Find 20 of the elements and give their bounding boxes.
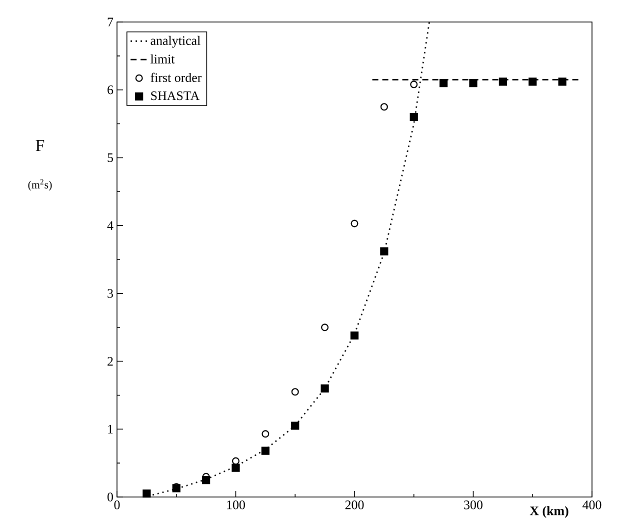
text: (m$^{2}$s) bbox=[28, 179, 52, 191]
x-tick-label: 0 bbox=[114, 500, 120, 510]
y-tick-label: 1 bbox=[108, 424, 113, 434]
legend-label: SHASTA bbox=[151, 91, 200, 100]
legend-label: limit bbox=[150, 54, 175, 64]
legend-label: analytical bbox=[150, 36, 200, 48]
y-axis-title: F bbox=[36, 140, 44, 152]
y-tick-label: 5 bbox=[108, 153, 113, 162]
x-tick-label: 300 bbox=[464, 500, 482, 510]
y-tick-label: 3 bbox=[108, 289, 113, 298]
x-tick-label: 100 bbox=[227, 500, 245, 510]
x-axis-title: X (km) bbox=[530, 506, 568, 518]
x-tick-label: 200 bbox=[345, 500, 364, 510]
x-tick-label: 400 bbox=[582, 500, 602, 510]
y-tick-label: 7 bbox=[108, 18, 114, 26]
y-tick-label: 0 bbox=[108, 492, 113, 502]
legend-label: first order bbox=[150, 72, 202, 82]
y-tick-label: 2 bbox=[108, 356, 113, 366]
y-tick-label: 4 bbox=[107, 221, 114, 230]
y-tick-label: 6 bbox=[108, 86, 114, 94]
